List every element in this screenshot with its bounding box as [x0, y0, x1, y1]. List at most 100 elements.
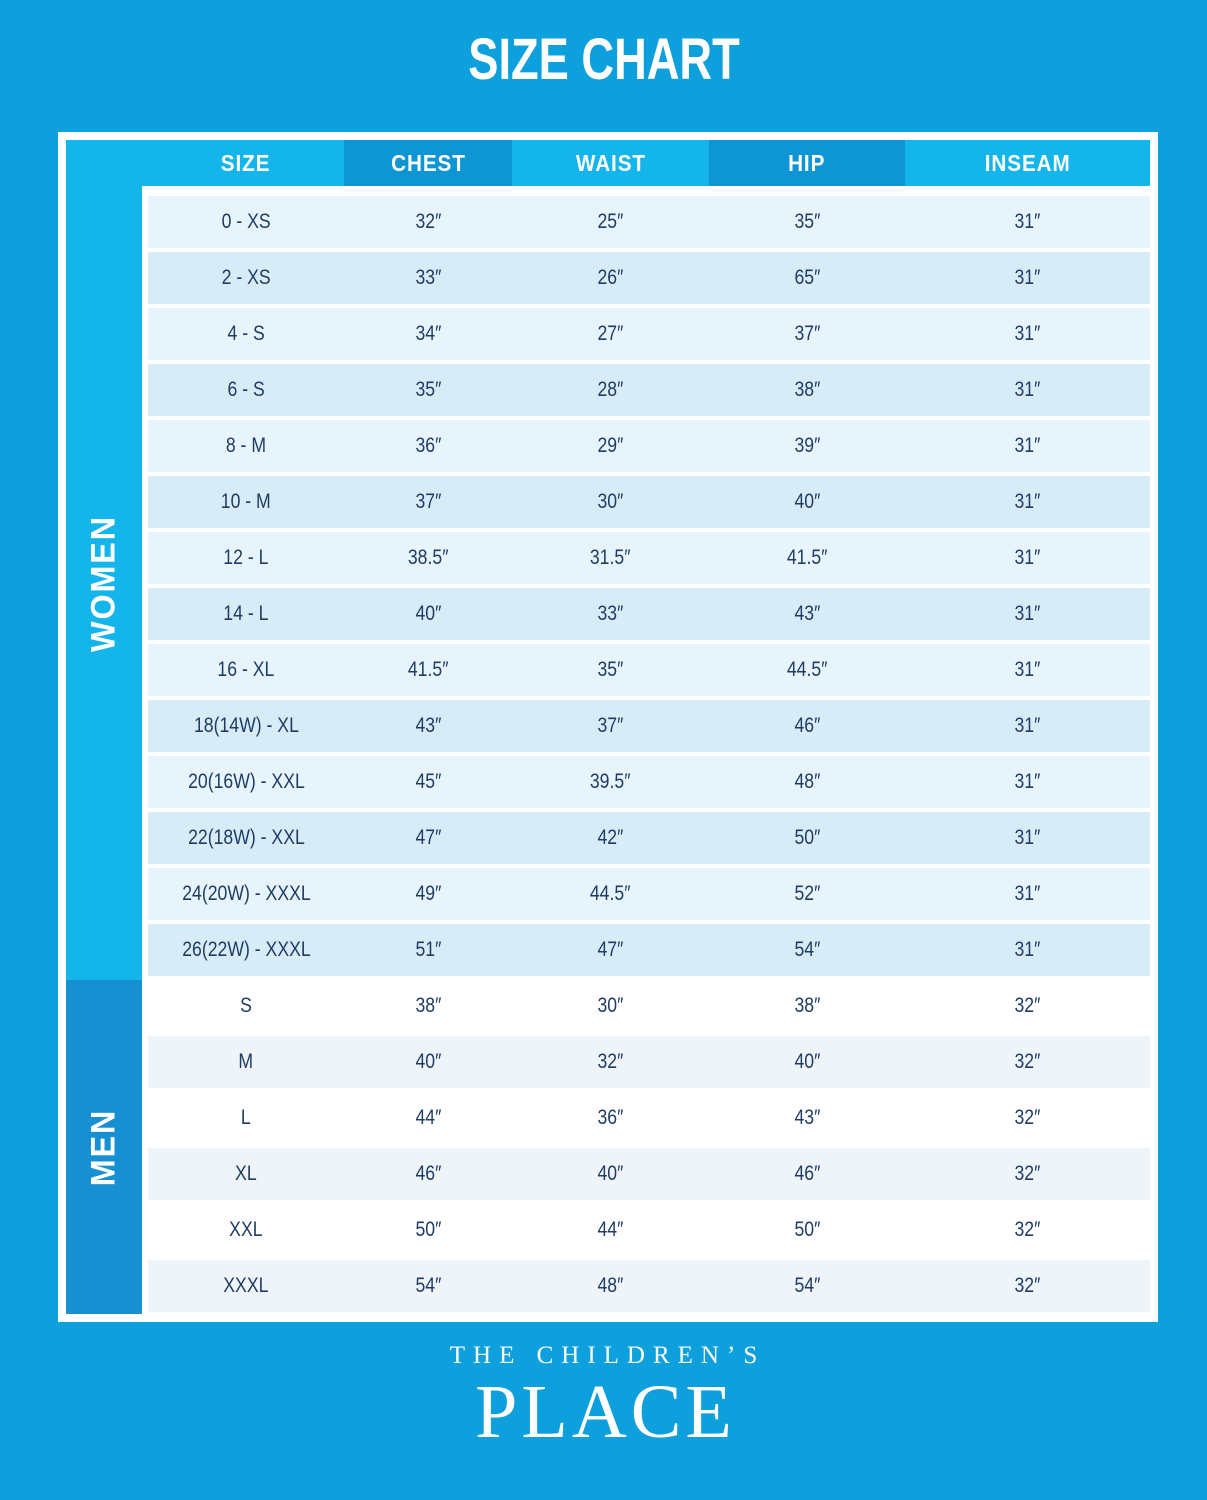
measurement-cell: 34″	[415, 322, 441, 345]
size-label-cell: 10 - M	[220, 490, 271, 513]
measurement-cell: 46″	[794, 714, 820, 737]
measurement-cell: 31″	[1014, 434, 1041, 457]
table-row-women-9: 18(14W) - XL 43″ 37″ 46″ 31″	[148, 700, 1150, 752]
measurement-cell: 52″	[794, 882, 820, 905]
measurement-cell: 44.5″	[786, 658, 828, 681]
size-label-cell: 18(14W) - XL	[193, 714, 299, 737]
measurement-cell: 35″	[597, 658, 624, 681]
table-row-women-1: 2 - XS 33″ 26″ 65″ 31″	[148, 252, 1150, 304]
table-row-women-3: 6 - S 35″ 28″ 38″ 31″	[148, 364, 1150, 416]
size-label-cell: 6 - S	[227, 378, 265, 401]
measurement-cell: 38″	[794, 378, 820, 401]
measurement-cell: 36″	[597, 1106, 624, 1129]
measurement-cell: 32″	[1014, 1106, 1041, 1129]
measurement-cell: 41.5″	[786, 546, 828, 569]
measurement-cell: 31″	[1014, 490, 1041, 513]
table-row-women-0: 0 - XS 32″ 25″ 35″ 31″	[148, 196, 1150, 248]
measurement-cell: 33″	[415, 266, 441, 289]
measurement-cell: 40″	[794, 1050, 820, 1073]
measurement-cell: 46″	[415, 1162, 441, 1185]
men-section-band: MEN	[66, 980, 142, 1314]
size-label-cell: 20(16W) - XXL	[187, 770, 305, 793]
size-label-cell: S	[240, 994, 252, 1017]
measurement-cell: 42″	[597, 826, 624, 849]
measurement-cell: 31″	[1014, 882, 1041, 905]
gender-band-column: WOMEN MEN	[66, 186, 142, 1314]
size-label-cell: 26(22W) - XXXL	[181, 938, 311, 961]
measurement-cell: 31″	[1014, 322, 1041, 345]
measurement-cell: 32″	[1014, 1274, 1041, 1297]
measurement-cell: 65″	[794, 266, 820, 289]
table-row-women-8: 16 - XL 41.5″ 35″ 44.5″ 31″	[148, 644, 1150, 696]
measurement-cell: 32″	[1014, 994, 1041, 1017]
measurement-cell: 27″	[597, 322, 624, 345]
size-label-cell: 4 - S	[227, 322, 265, 345]
measurement-cell: 54″	[794, 938, 820, 961]
measurement-cell: 39.5″	[590, 770, 631, 793]
table-row-men-2: L 44″ 36″ 43″ 32″	[148, 1092, 1150, 1144]
measurement-cell: 43″	[794, 1106, 820, 1129]
measurement-cell: 28″	[597, 378, 624, 401]
table-row-women-4: 8 - M 36″ 29″ 39″ 31″	[148, 420, 1150, 472]
brand-logo: THE CHILDREN’S PLACE	[0, 1342, 1207, 1450]
measurement-cell: 44″	[597, 1218, 624, 1241]
measurement-cell: 48″	[794, 770, 820, 793]
measurement-cell: 30″	[597, 490, 624, 513]
measurement-cell: 40″	[794, 490, 820, 513]
measurement-cell: 31″	[1014, 714, 1041, 737]
measurement-cell: 54″	[415, 1274, 441, 1297]
measurement-cell: 32″	[415, 210, 441, 233]
table-row-women-13: 26(22W) - XXXL 51″ 47″ 54″ 31″	[148, 924, 1150, 976]
table-row-women-11: 22(18W) - XXL 47″ 42″ 50″ 31″	[148, 812, 1150, 864]
women-section-label: WOMEN	[84, 514, 123, 652]
measurement-cell: 38.5″	[407, 546, 449, 569]
table-row-men-4: XXL 50″ 44″ 50″ 32″	[148, 1204, 1150, 1256]
measurement-cell: 43″	[415, 714, 441, 737]
measurement-cell: 31.5″	[590, 546, 631, 569]
measurement-cell: 30″	[597, 994, 624, 1017]
column-header-hip: HIP	[709, 140, 905, 186]
table-body-area: WOMEN MEN 0 - XS 32″ 25″ 35″ 31″ 2 - XS 33″ 26″…	[66, 186, 1150, 1314]
measurement-cell: 32″	[1014, 1162, 1041, 1185]
measurement-cell: 39″	[794, 434, 820, 457]
measurement-cell: 32″	[1014, 1050, 1041, 1073]
table-row-women-5: 10 - M 37″ 30″ 40″ 31″	[148, 476, 1150, 528]
measurement-cell: 48″	[597, 1274, 624, 1297]
size-label-cell: L	[241, 1106, 251, 1129]
measurement-cell: 40″	[597, 1162, 624, 1185]
measurement-cell: 40″	[415, 602, 441, 625]
measurement-cell: 32″	[1014, 1218, 1041, 1241]
men-section-label: MEN	[84, 1108, 123, 1186]
measurement-cell: 54″	[794, 1274, 820, 1297]
measurement-cell: 51″	[415, 938, 441, 961]
measurement-cell: 40″	[415, 1050, 441, 1073]
page-title: SIZE CHART	[467, 27, 740, 92]
column-header-chest: CHEST	[344, 140, 512, 186]
brand-logo-bottom-text: PLACE	[475, 1370, 736, 1454]
measurement-cell: 44.5″	[590, 882, 631, 905]
measurement-cell: 41.5″	[407, 658, 449, 681]
measurement-cell: 25″	[597, 210, 624, 233]
measurement-cell: 35″	[415, 378, 441, 401]
measurement-cell: 50″	[415, 1218, 441, 1241]
size-label-cell: 8 - M	[225, 434, 267, 457]
measurement-cell: 37″	[794, 322, 820, 345]
measurement-cell: 38″	[794, 994, 820, 1017]
table-row-women-6: 12 - L 38.5″ 31.5″ 41.5″ 31″	[148, 532, 1150, 584]
column-header-size: SIZE	[148, 140, 344, 186]
size-label-cell: 2 - XS	[221, 266, 271, 289]
measurement-cell: 50″	[794, 1218, 820, 1241]
measurement-cell: 31″	[1014, 266, 1041, 289]
size-label-cell: 0 - XS	[221, 210, 271, 233]
measurement-cell: 47″	[415, 826, 441, 849]
table-header-row: SIZE CHEST WAIST HIP INSEAM	[66, 140, 1150, 186]
measurement-cell: 31″	[1014, 378, 1041, 401]
measurement-cell: 31″	[1014, 210, 1041, 233]
table-row-women-10: 20(16W) - XXL 45″ 39.5″ 48″ 31″	[148, 756, 1150, 808]
size-label-cell: 16 - XL	[217, 658, 275, 681]
measurement-cell: 50″	[794, 826, 820, 849]
table-row-men-5: XXXL 54″ 48″ 54″ 32″	[148, 1260, 1150, 1312]
column-header-waist: WAIST	[512, 140, 709, 186]
table-row-women-12: 24(20W) - XXXL 49″ 44.5″ 52″ 31″	[148, 868, 1150, 920]
measurement-cell: 31″	[1014, 770, 1041, 793]
